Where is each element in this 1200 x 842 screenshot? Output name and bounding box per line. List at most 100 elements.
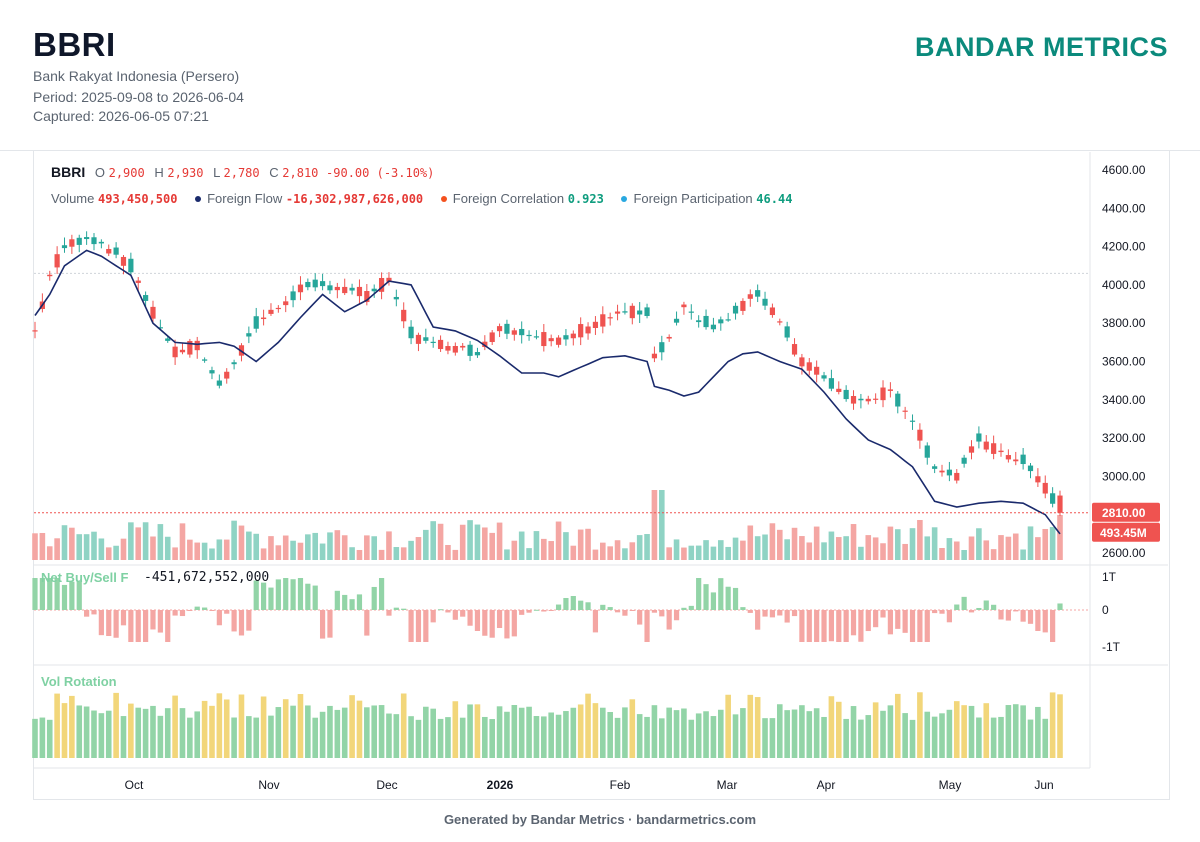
net-bar: [718, 578, 724, 610]
rotation-bar: [821, 716, 827, 758]
volume-bar: [924, 536, 931, 560]
candle: [460, 342, 466, 351]
candle: [526, 330, 532, 341]
net-bar: [172, 610, 178, 616]
candle: [932, 464, 938, 474]
net-tick-label: 0: [1102, 603, 1109, 617]
corr-label: Foreign Correlation: [452, 191, 565, 206]
net-bar: [408, 610, 414, 642]
rotation-bar: [644, 716, 650, 758]
candle: [666, 334, 672, 342]
candle-body: [1027, 465, 1034, 472]
price-tick-label: 4200.00: [1102, 240, 1146, 254]
part-dot-icon: [621, 196, 628, 203]
candle: [283, 296, 289, 313]
rotation-bar: [459, 717, 466, 758]
net-bar: [231, 610, 237, 632]
candle: [961, 454, 967, 468]
ohlc-legend: BBRI O 2,900 H 2,930 L 2,780 C 2,810 -90…: [51, 164, 434, 180]
volume-bar: [1027, 526, 1034, 560]
candle-body: [150, 306, 156, 319]
candle: [651, 346, 658, 363]
rotation-bar: [769, 718, 776, 758]
net-bar: [143, 610, 149, 642]
candle-body: [423, 337, 429, 341]
rotation-bar: [725, 694, 731, 758]
net-bar: [563, 597, 569, 610]
last-price-label: 2810.00: [1102, 506, 1146, 520]
rotation-bar: [437, 718, 444, 758]
net-bar: [548, 610, 554, 611]
net-bar: [533, 609, 540, 611]
net-bar: [541, 610, 547, 612]
rotation-bar: [216, 693, 223, 758]
candle: [113, 242, 119, 259]
net-bar: [349, 599, 355, 610]
candle: [327, 280, 333, 294]
candle: [47, 270, 53, 281]
part-label: Foreign Participation: [633, 191, 753, 206]
volume-bar: [570, 545, 577, 560]
candle: [150, 300, 156, 324]
volume-bar: [784, 539, 790, 560]
rotation-bar: [297, 694, 304, 758]
candle: [209, 366, 215, 380]
volume-bar: [666, 547, 672, 560]
candle-body: [732, 305, 739, 314]
candle-body: [703, 315, 709, 328]
candle: [939, 464, 945, 477]
candle-body: [718, 319, 724, 324]
candle: [614, 304, 621, 321]
volume-bar: [843, 536, 849, 560]
volume-bar: [695, 545, 702, 560]
candle: [371, 284, 377, 298]
volume-bar: [238, 525, 245, 560]
time-tick-label: Nov: [258, 778, 279, 792]
rotation-bar: [740, 708, 746, 758]
rotation-bar: [430, 708, 437, 758]
rotation-bar: [83, 706, 90, 758]
time-tick-label: Jun: [1034, 778, 1053, 792]
candle: [843, 385, 849, 402]
rotation-bar: [39, 717, 46, 758]
volume-bar: [445, 544, 451, 560]
net-bar: [91, 610, 97, 615]
volume-bar: [732, 537, 739, 560]
net-bar: [1050, 610, 1056, 642]
candle-body: [1042, 482, 1048, 494]
net-bar: [629, 610, 635, 611]
rotation-bar: [1057, 694, 1063, 758]
volume-bar: [622, 548, 628, 560]
net-bar: [732, 587, 739, 610]
volume-bar: [813, 526, 820, 560]
candle-body: [378, 278, 385, 292]
net-bar: [445, 610, 451, 613]
net-bar: [84, 610, 90, 617]
net-bar: [47, 578, 53, 610]
volume-bar: [850, 524, 857, 560]
candle-body: [128, 258, 134, 273]
candle: [1057, 490, 1063, 516]
rotation-bar: [393, 714, 400, 758]
volume-bar: [865, 535, 872, 560]
candle: [393, 289, 399, 307]
candle-body: [592, 321, 599, 329]
candle: [703, 309, 709, 330]
rotation-bar: [894, 693, 901, 758]
candle: [305, 278, 311, 291]
net-bar: [983, 600, 989, 610]
time-tick-label: May: [939, 778, 962, 792]
net-bar: [452, 610, 458, 620]
rotation-bar: [356, 700, 363, 758]
volume-bar: [98, 538, 105, 560]
rotation-bar: [238, 694, 245, 758]
volume-bar: [710, 546, 717, 560]
rotation-bar: [976, 717, 982, 758]
rotation-bar: [887, 705, 894, 758]
candle-body: [157, 327, 163, 329]
net-bar: [364, 610, 370, 636]
candle: [858, 393, 864, 409]
rotation-bar: [142, 708, 149, 758]
candle-body: [651, 353, 658, 359]
